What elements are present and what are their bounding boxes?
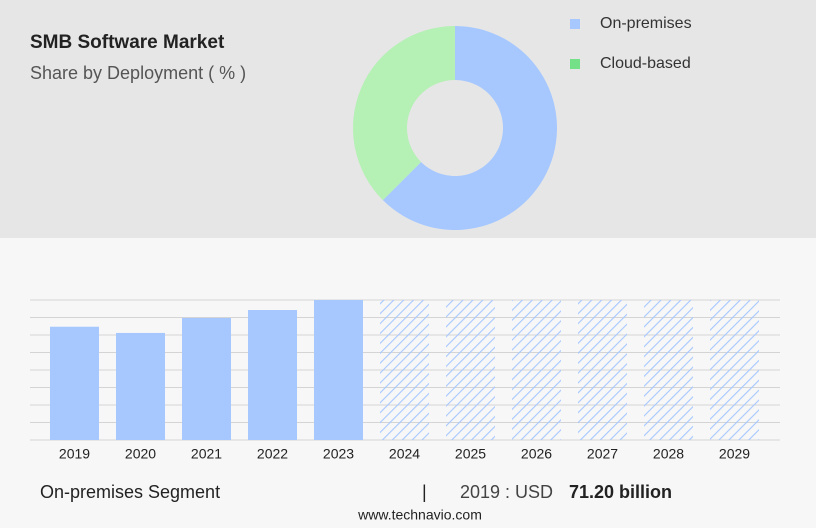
footer-value: 71.20 billion xyxy=(569,482,672,502)
x-tick-label: 2020 xyxy=(125,446,156,462)
x-tick-label: 2019 xyxy=(59,446,90,462)
x-tick-label: 2024 xyxy=(389,446,420,462)
legend-label: On-premises xyxy=(600,15,692,32)
footer-segment: On-premises Segment xyxy=(40,482,220,502)
bar xyxy=(314,300,363,440)
x-tick-label: 2025 xyxy=(455,446,486,462)
bar xyxy=(116,332,165,440)
chart-subtitle: Share by Deployment ( % ) xyxy=(30,63,246,83)
bar xyxy=(50,326,99,440)
forecast-placeholder xyxy=(710,300,759,440)
x-tick-label: 2022 xyxy=(257,446,288,462)
donut-slice xyxy=(382,26,557,230)
forecast-placeholder xyxy=(380,300,429,440)
forecast-placeholder xyxy=(446,300,495,440)
legend-label: Cloud-based xyxy=(600,55,691,72)
forecast-placeholder xyxy=(644,300,693,440)
legend-swatch xyxy=(570,59,580,69)
x-tick-label: 2027 xyxy=(587,446,618,462)
x-tick-label: 2029 xyxy=(719,446,750,462)
bar xyxy=(182,317,231,440)
x-tick-label: 2021 xyxy=(191,446,222,462)
footer-year: 2019 : USD xyxy=(460,482,553,502)
forecast-placeholder xyxy=(512,300,561,440)
legend-swatch xyxy=(570,19,580,29)
footer-separator: | xyxy=(422,482,427,502)
x-tick-label: 2026 xyxy=(521,446,552,462)
bar xyxy=(248,310,297,440)
donut-slice xyxy=(353,26,455,201)
footer-source: www.technavio.com xyxy=(357,507,482,523)
x-tick-label: 2023 xyxy=(323,446,354,462)
forecast-placeholder xyxy=(578,300,627,440)
chart-title: SMB Software Market xyxy=(30,32,225,53)
x-tick-label: 2028 xyxy=(653,446,684,462)
